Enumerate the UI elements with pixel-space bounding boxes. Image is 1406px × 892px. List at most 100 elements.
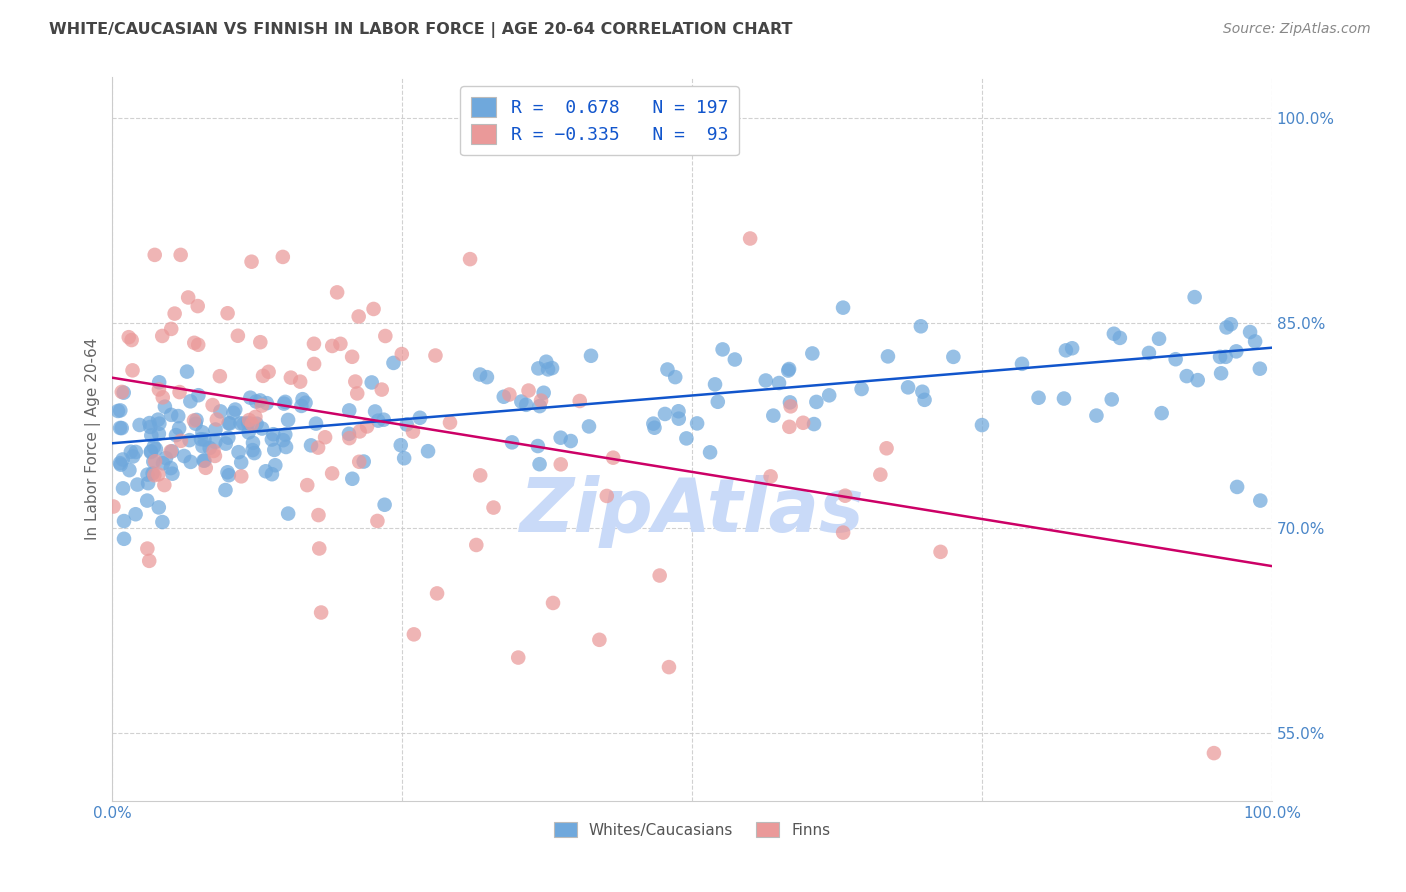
Point	[1202, 746, 1225, 760]
Point	[187, 299, 209, 313]
Point	[648, 568, 671, 582]
Point	[664, 370, 686, 384]
Point	[373, 413, 395, 427]
Point	[392, 451, 415, 466]
Point	[711, 343, 734, 357]
Point	[517, 384, 540, 398]
Point	[128, 417, 150, 432]
Point	[153, 478, 176, 492]
Point	[382, 356, 405, 370]
Point	[264, 458, 287, 473]
Point	[148, 417, 170, 431]
Point	[353, 454, 375, 468]
Point	[201, 398, 224, 412]
Point	[425, 349, 447, 363]
Point	[869, 467, 891, 482]
Point	[142, 467, 165, 481]
Point	[226, 328, 249, 343]
Point	[208, 369, 231, 384]
Point	[492, 390, 515, 404]
Point	[1244, 334, 1267, 349]
Point	[152, 456, 174, 470]
Point	[160, 444, 183, 458]
Point	[568, 394, 591, 409]
Point	[183, 413, 205, 427]
Point	[530, 393, 553, 408]
Point	[302, 336, 325, 351]
Point	[707, 394, 730, 409]
Point	[1062, 341, 1084, 355]
Point	[169, 248, 191, 262]
Point	[768, 376, 790, 390]
Point	[179, 394, 201, 409]
Point	[1187, 373, 1209, 387]
Point	[363, 301, 385, 316]
Point	[329, 336, 352, 351]
Point	[1209, 366, 1232, 380]
Point	[111, 481, 134, 495]
Point	[346, 386, 368, 401]
Point	[560, 434, 582, 448]
Point	[249, 335, 271, 350]
Point	[686, 417, 709, 431]
Point	[152, 515, 174, 529]
Point	[118, 463, 141, 477]
Point	[1215, 350, 1237, 364]
Point	[240, 254, 263, 268]
Point	[778, 363, 800, 377]
Point	[657, 362, 679, 376]
Point	[209, 404, 232, 418]
Point	[239, 391, 262, 405]
Point	[242, 443, 264, 458]
Point	[602, 450, 624, 465]
Point	[165, 428, 187, 442]
Point	[371, 383, 394, 397]
Point	[302, 357, 325, 371]
Point	[136, 493, 159, 508]
Point	[218, 417, 240, 431]
Point	[176, 365, 198, 379]
Point	[180, 455, 202, 469]
Point	[596, 489, 619, 503]
Point	[112, 385, 135, 400]
Point	[818, 388, 841, 402]
Text: Source: ZipAtlas.com: Source: ZipAtlas.com	[1223, 22, 1371, 37]
Point	[778, 419, 800, 434]
Point	[170, 434, 193, 448]
Legend: Whites/Caucasians, Finns: Whites/Caucasians, Finns	[548, 815, 837, 844]
Point	[337, 403, 360, 417]
Point	[294, 395, 316, 409]
Point	[643, 417, 665, 431]
Point	[801, 346, 824, 360]
Point	[321, 467, 343, 481]
Point	[274, 440, 297, 454]
Text: WHITE/CAUCASIAN VS FINNISH IN LABOR FORCE | AGE 20-64 CORRELATION CHART: WHITE/CAUCASIAN VS FINNISH IN LABOR FORC…	[49, 22, 793, 38]
Point	[124, 507, 146, 521]
Point	[724, 352, 747, 367]
Point	[273, 396, 295, 410]
Point	[515, 398, 537, 412]
Point	[290, 399, 312, 413]
Point	[579, 349, 602, 363]
Point	[271, 433, 294, 447]
Point	[163, 307, 186, 321]
Point	[231, 455, 253, 469]
Point	[929, 545, 952, 559]
Point	[305, 417, 328, 431]
Point	[759, 469, 782, 483]
Point	[271, 250, 294, 264]
Point	[527, 439, 550, 453]
Point	[155, 451, 177, 466]
Point	[541, 361, 564, 376]
Point	[347, 310, 370, 324]
Point	[217, 465, 239, 479]
Point	[297, 478, 319, 492]
Point	[204, 434, 226, 449]
Point	[204, 422, 226, 436]
Point	[740, 231, 762, 245]
Point	[108, 456, 131, 470]
Point	[299, 438, 322, 452]
Point	[832, 301, 855, 315]
Point	[148, 426, 170, 441]
Point	[125, 445, 148, 459]
